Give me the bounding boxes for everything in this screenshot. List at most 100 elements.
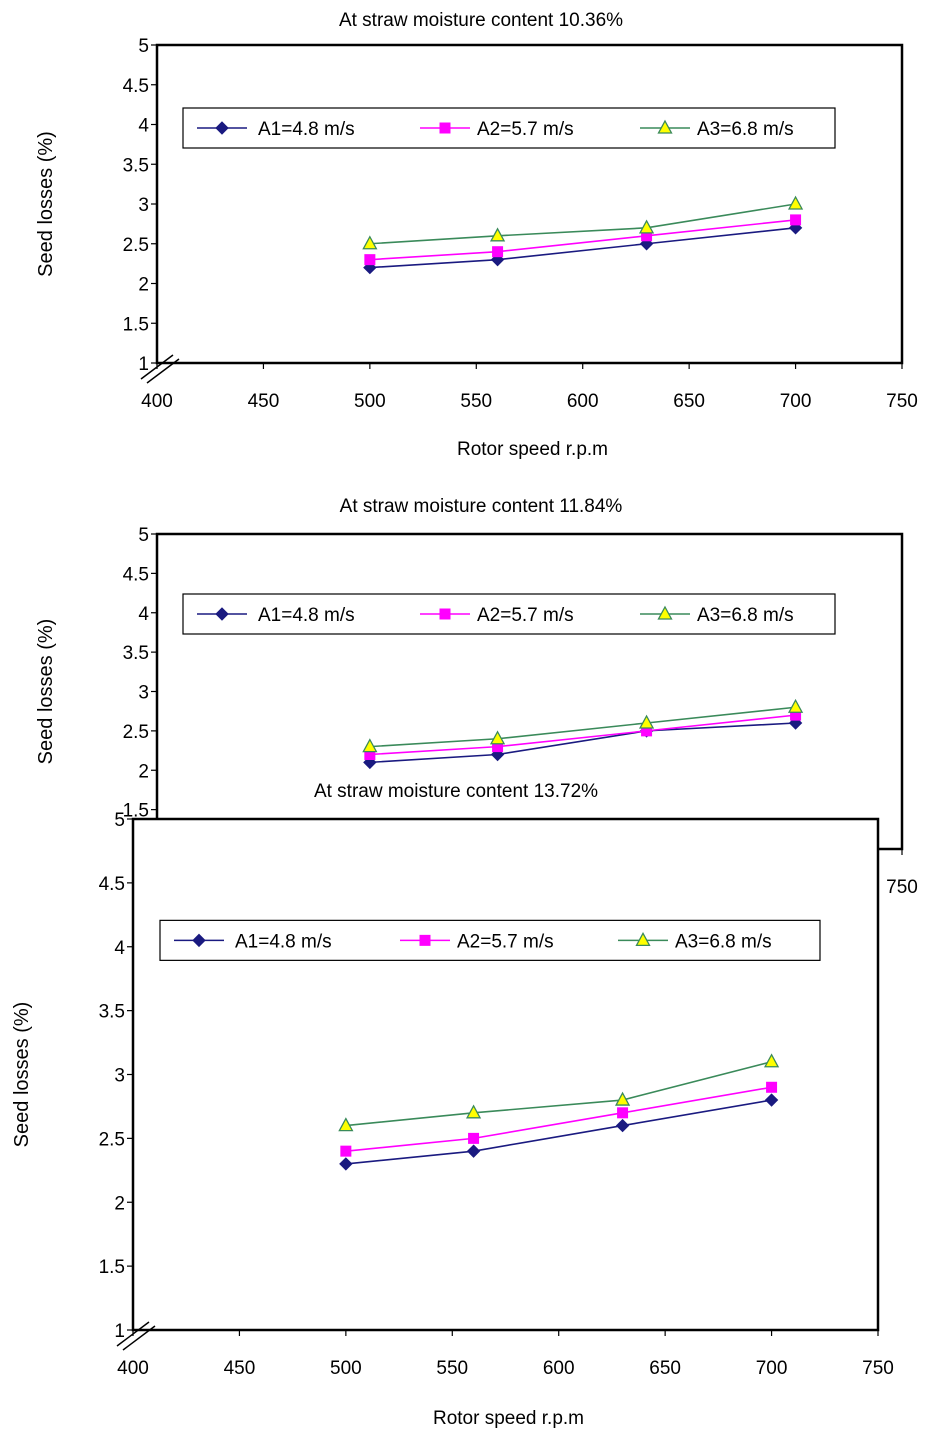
y-tick-label: 1.5: [99, 1257, 125, 1278]
data-point: [615, 1118, 630, 1133]
series-line: [345, 1060, 772, 1127]
y-tick-label: 1: [114, 1321, 125, 1342]
y-tick-label: 5: [138, 525, 149, 546]
data-point: [468, 1132, 480, 1144]
series-line: [369, 203, 796, 245]
data-point: [787, 698, 804, 713]
legend-label: A1=4.8 m/s: [258, 119, 355, 140]
data-point: [465, 1104, 482, 1119]
data-point: [489, 730, 506, 745]
y-tick-label: 2: [138, 761, 149, 782]
x-tick-label: 650: [673, 391, 705, 412]
plot-area: [155, 532, 904, 851]
data-point: [766, 1081, 778, 1093]
data-point: [362, 738, 378, 753]
plot-area: [155, 43, 904, 365]
y-tick-label: 1.5: [123, 314, 149, 335]
y-tick-label: 4: [138, 604, 149, 625]
y-tick-label: 3.5: [123, 155, 149, 176]
data-point: [617, 1107, 629, 1119]
data-point: [489, 227, 506, 242]
data-point: [466, 1144, 481, 1158]
series-line: [369, 227, 796, 269]
series-2: [340, 1081, 778, 1157]
legend-marker: [419, 934, 431, 946]
legend-marker: [657, 119, 673, 134]
data-point: [362, 235, 378, 250]
x-tick-label: 450: [248, 391, 280, 412]
y-tick-label: 3.5: [99, 1002, 125, 1023]
legend-marker: [439, 608, 451, 620]
legend-marker: [192, 933, 206, 948]
y-tick-label: 4.5: [123, 564, 149, 585]
x-tick-label: 750: [862, 1358, 894, 1379]
legend-marker: [635, 931, 651, 947]
legend: A1=4.8 m/s A2=5.7 m/s A3=6.8 m/s: [159, 919, 821, 961]
y-tick-label: 4.5: [123, 76, 149, 97]
series-2: [364, 214, 802, 266]
y-tick-label: 4: [114, 938, 125, 959]
plot-area: [131, 817, 880, 1332]
legend-marker: [439, 122, 451, 134]
legend-label: A2=5.7 m/s: [457, 931, 554, 952]
x-tick-label: 550: [460, 391, 492, 412]
x-tick-label: 400: [117, 1358, 149, 1379]
y-axis-label: Seed losses (%): [11, 1002, 33, 1148]
series-line: [369, 706, 796, 748]
y-tick-label: 2: [138, 275, 149, 296]
x-tick-label: 750: [886, 391, 918, 412]
legend-label: A2=5.7 m/s: [477, 119, 574, 140]
y-tick-label: 1: [138, 354, 149, 375]
y-axis-label: Seed losses (%): [35, 619, 57, 765]
legend-box: [159, 919, 821, 961]
data-point: [364, 254, 376, 266]
legend-marker: [657, 605, 673, 620]
series-3: [338, 1053, 780, 1132]
chart-3: At straw moisture content 13.72% 1 1.5 2 2.5…: [11, 781, 894, 1429]
data-point: [638, 714, 655, 729]
legend-marker: [215, 607, 229, 621]
data-point: [492, 246, 504, 258]
y-tick-label: 1.5: [123, 801, 149, 822]
legend-label: A2=5.7 m/s: [477, 605, 574, 626]
y-tick-label: 4.5: [99, 874, 125, 895]
series-line: [369, 714, 796, 756]
legend-label: A1=4.8 m/s: [258, 605, 355, 626]
x-axis-label: Rotor speed r.p.m: [457, 439, 608, 460]
legend-box: [182, 107, 836, 149]
y-tick-label: 2.5: [123, 722, 149, 743]
axis-break-mark: [116, 1321, 150, 1347]
data-point: [763, 1053, 780, 1068]
y-tick-label: 2: [114, 1193, 125, 1214]
legend-box: [182, 593, 836, 635]
y-tick-label: 5: [114, 810, 125, 831]
x-tick-label: 700: [756, 1358, 788, 1379]
chart-title: At straw moisture content 13.72%: [314, 781, 598, 802]
x-tick-label: 450: [224, 1358, 256, 1379]
legend: A1=4.8 m/s A2=5.7 m/s A3=6.8 m/s: [182, 107, 836, 149]
x-tick-label: 500: [330, 1358, 362, 1379]
data-point: [764, 1093, 779, 1107]
y-tick-label: 3: [114, 1066, 125, 1087]
y-axis-label: Seed losses (%): [35, 131, 57, 277]
legend-label: A3=6.8 m/s: [675, 931, 772, 952]
y-tick-label: 3.5: [123, 643, 149, 664]
axis-break-mark: [140, 354, 174, 380]
series-3: [362, 195, 804, 250]
x-tick-label: 400: [141, 391, 173, 412]
x-tick-label: 500: [354, 391, 386, 412]
y-tick-label: 2.5: [123, 235, 149, 256]
x-tick-label: 750: [886, 877, 918, 898]
data-point: [338, 1117, 354, 1132]
x-tick-label: 550: [436, 1358, 468, 1379]
series-line: [345, 1086, 772, 1152]
data-point: [339, 1157, 353, 1171]
series-line: [345, 1099, 772, 1165]
legend-label: A3=6.8 m/s: [697, 605, 794, 626]
data-point: [340, 1145, 352, 1157]
x-tick-label: 700: [780, 391, 812, 412]
x-tick-label: 600: [543, 1358, 575, 1379]
y-tick-label: 4: [138, 116, 149, 137]
x-axis-label: Rotor speed r.p.m: [433, 1408, 584, 1429]
